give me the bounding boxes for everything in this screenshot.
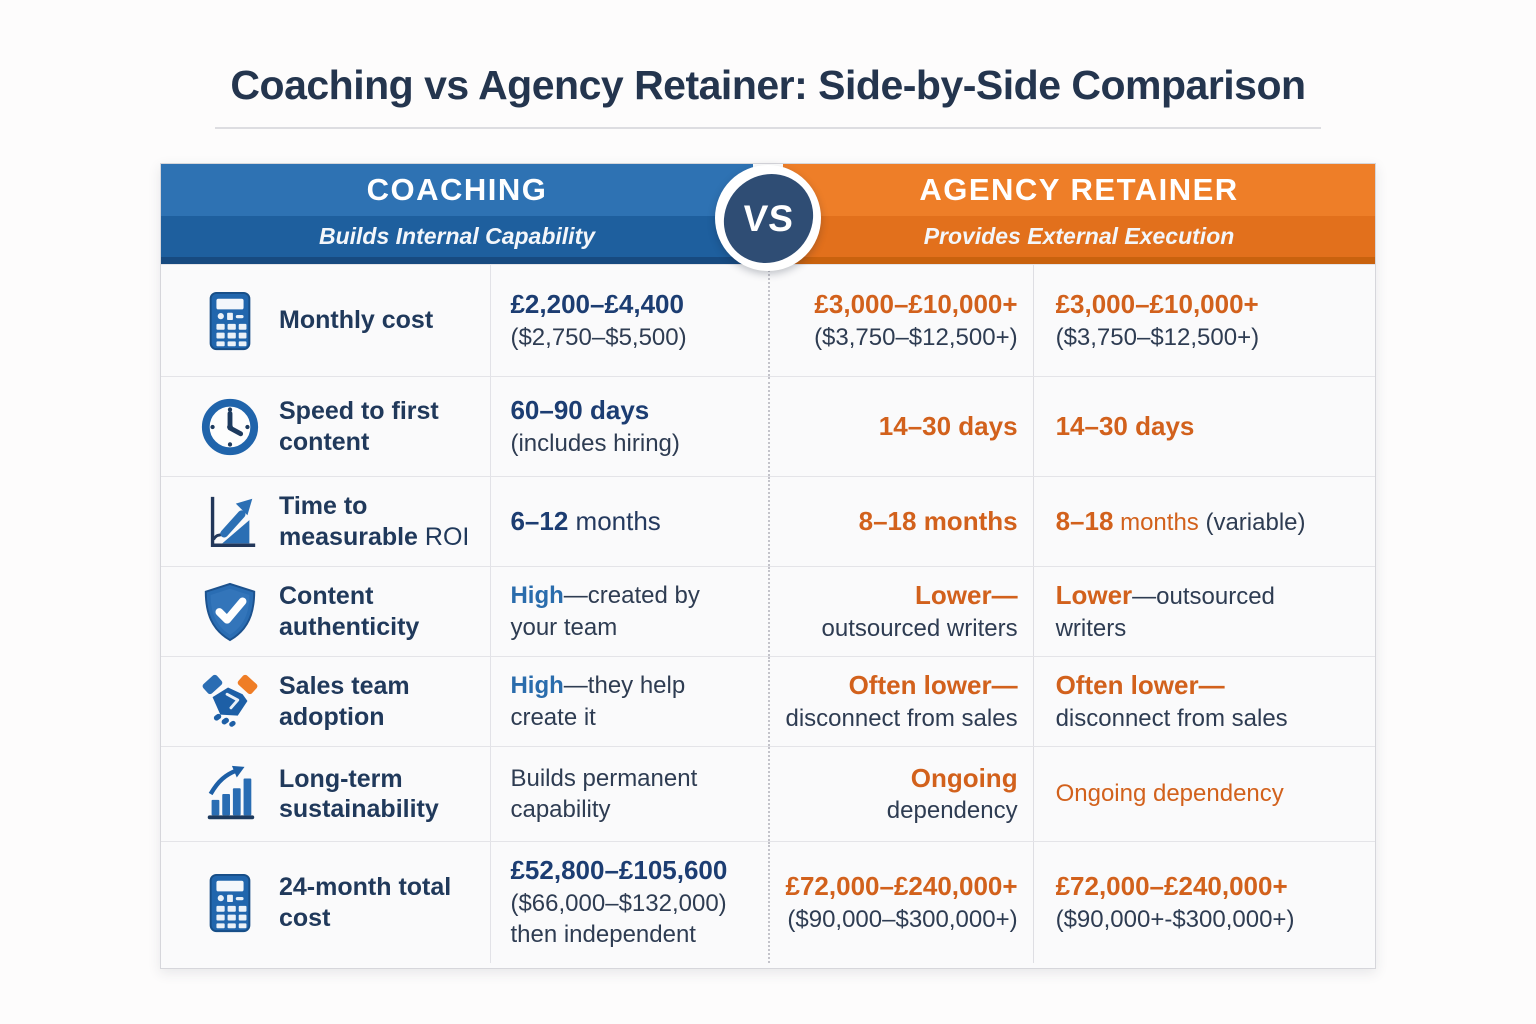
agency-value-primary: Lower— outsourced writers (768, 567, 1033, 656)
table-row: Speed to first content 60–90 days (include… (161, 376, 1375, 476)
agency-value-secondary: Ongoing dependency (1032, 747, 1375, 841)
cell-line: create it (510, 703, 596, 731)
coaching-value: £52,800–£105,600 ($66,000–$132,000) then i… (490, 842, 768, 963)
growth-bars-icon (199, 763, 261, 825)
table-header: COACHING Builds Internal Capability AGEN… (161, 164, 1375, 271)
agency-value-primary: Ongoing dependency (768, 747, 1033, 841)
table-row: Time to measurable ROI 6–12 months 8–18 mo… (161, 476, 1375, 566)
cell-line: 8–18 months (858, 505, 1018, 536)
row-label: Speed to first content (279, 397, 439, 456)
coaching-value: 60–90 days (includes hiring) (490, 377, 768, 476)
row-label-cell: 24-month total cost (161, 842, 490, 963)
cell-line: High—they help (510, 672, 686, 700)
cell-line: £72,000–£240,000+ (1055, 871, 1288, 901)
cell-line: Ongoing dependency (1055, 780, 1284, 808)
comparison-table: COACHING Builds Internal Capability AGEN… (160, 163, 1376, 969)
cell-line: Lower—outsourced (1055, 580, 1275, 610)
table-row: Sales team adoption High—they help create … (161, 656, 1375, 746)
cell-line: then independent (510, 921, 696, 949)
cell-line: Builds permanent (510, 764, 698, 792)
cell-line: disconnect from sales (785, 704, 1018, 732)
row-label: Long-term sustainability (279, 764, 439, 824)
agency-value-secondary: £3,000–£10,000+ ($3,750–$12,500+) (1032, 265, 1375, 376)
cell-line: £2,200–£4,400 (510, 289, 684, 319)
comparison-rows: Monthly cost £2,200–£4,400 ($2,750–$5,500)… (161, 264, 1375, 963)
cell-line: ($2,750–$5,500) (510, 323, 687, 351)
agency-value-secondary: Often lower— disconnect from sales (1032, 657, 1375, 746)
handshake-icon (199, 671, 261, 733)
row-label-cell: Speed to first content (161, 377, 490, 476)
roi-trend-icon (199, 491, 261, 553)
agency-title: AGENCY RETAINER (783, 164, 1375, 216)
cell-line: Often lower— (848, 670, 1018, 700)
agency-value-primary: 8–18 months (768, 477, 1033, 566)
cell-line: ($90,000+-$300,000+) (1055, 905, 1295, 933)
coaching-value: High—they help create it (490, 657, 768, 746)
cell-line: outsourced writers (821, 614, 1018, 642)
cell-line: High—created by (510, 582, 700, 610)
coaching-value: Builds permanent capability (490, 747, 768, 841)
table-row: Monthly cost £2,200–£4,400 ($2,750–$5,500)… (161, 264, 1375, 376)
cell-line: 8–18 months (variable) (1055, 505, 1306, 536)
table-row: Content authenticity High—created by your … (161, 566, 1375, 656)
row-label: Monthly cost (279, 306, 434, 335)
title-underline (215, 127, 1321, 129)
coaching-subtitle: Builds Internal Capability (161, 216, 753, 264)
cell-line: 60–90 days (510, 395, 650, 425)
cell-line: writers (1055, 614, 1127, 642)
agency-banner: AGENCY RETAINER Provides External Execut… (783, 164, 1375, 264)
agency-value-primary: 14–30 days (768, 377, 1033, 476)
agency-value-secondary: £72,000–£240,000+ ($90,000+-$300,000+) (1032, 842, 1375, 963)
row-label-cell: Content authenticity (161, 567, 490, 656)
row-label-cell: Long-term sustainability (161, 747, 490, 841)
cell-line: disconnect from sales (1055, 704, 1288, 732)
cell-line: capability (510, 796, 611, 823)
cell-line: £3,000–£10,000+ (1055, 289, 1259, 319)
cell-line: Often lower— (1055, 670, 1225, 700)
cell-line: 6–12 months (510, 505, 661, 536)
coaching-title: COACHING (161, 164, 753, 216)
calculator-icon (199, 290, 261, 352)
vs-badge: VS (715, 165, 821, 271)
coaching-banner: COACHING Builds Internal Capability (161, 164, 753, 264)
clock-icon (199, 396, 261, 458)
agency-value-secondary: Lower—outsourced writers (1032, 567, 1375, 656)
cell-line: ($66,000–$132,000) (510, 890, 727, 918)
row-label: 24-month total cost (279, 873, 452, 932)
agency-value-primary: £72,000–£240,000+ ($90,000–$300,000+) (768, 842, 1033, 963)
table-row: Long-term sustainability Builds permanent… (161, 746, 1375, 841)
cell-line: 14–30 days (878, 410, 1018, 441)
table-row: 24-month total cost £52,800–£105,600 ($66,… (161, 841, 1375, 963)
row-label: Sales team adoption (279, 672, 410, 731)
coaching-value: £2,200–£4,400 ($2,750–$5,500) (490, 265, 768, 376)
agency-value-secondary: 8–18 months (variable) (1032, 477, 1375, 566)
vs-label: VS (720, 173, 816, 263)
agency-subtitle: Provides External Execution (783, 216, 1375, 264)
row-label-cell: Sales team adoption (161, 657, 490, 746)
cell-line: dependency (886, 797, 1018, 825)
row-label-cell: Time to measurable ROI (161, 477, 490, 566)
cell-line: £3,000–£10,000+ (814, 289, 1018, 319)
cell-line: Lower— (915, 580, 1018, 610)
agency-value-primary: £3,000–£10,000+ ($3,750–$12,500+) (768, 265, 1033, 376)
row-label: Content authenticity (279, 582, 420, 641)
coaching-value: High—created by your team (490, 567, 768, 656)
cell-line: ($3,750–$12,500+) (814, 323, 1018, 351)
row-label-cell: Monthly cost (161, 265, 490, 376)
cell-line: 14–30 days (1055, 410, 1195, 441)
cell-line: ($3,750–$12,500+) (1055, 323, 1260, 351)
coaching-value: 6–12 months (490, 477, 768, 566)
shield-check-icon (199, 581, 261, 643)
cell-line: ($90,000–$300,000+) (787, 905, 1018, 933)
cell-line: your team (510, 613, 618, 641)
row-label: Time to measurable ROI (279, 492, 470, 551)
calculator-icon (199, 872, 261, 934)
agency-value-primary: Often lower— disconnect from sales (768, 657, 1033, 746)
cell-line: £72,000–£240,000+ (785, 871, 1018, 901)
cell-line: (includes hiring) (510, 429, 680, 457)
cell-line: Ongoing (910, 762, 1018, 793)
cell-line: £52,800–£105,600 (510, 855, 728, 886)
agency-value-secondary: 14–30 days (1032, 377, 1375, 476)
page-title: Coaching vs Agency Retainer: Side-by-Sid… (230, 62, 1306, 108)
